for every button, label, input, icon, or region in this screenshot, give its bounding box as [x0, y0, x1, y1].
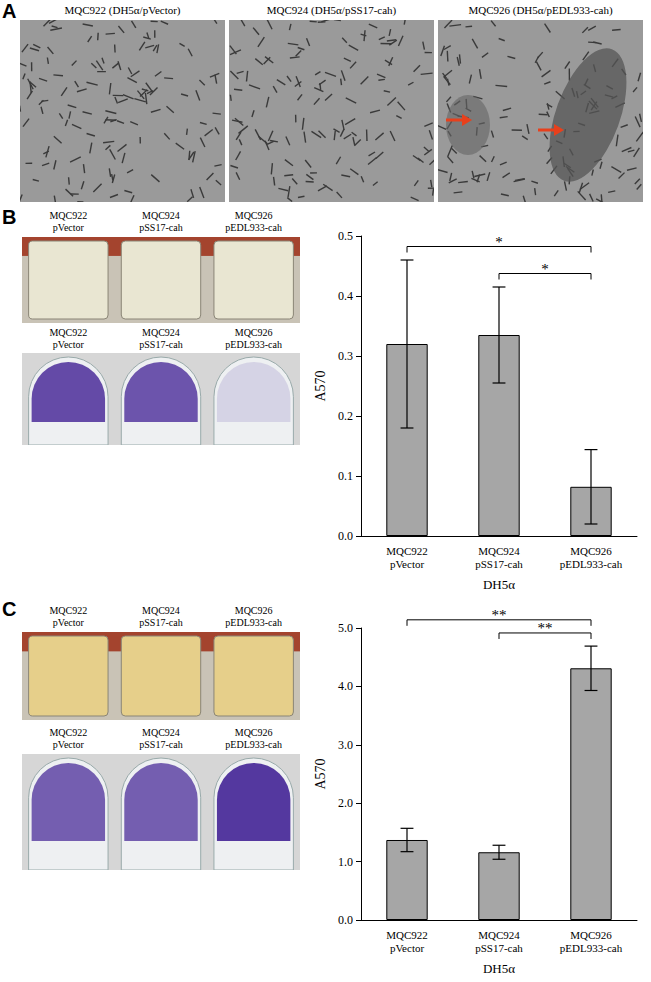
- svg-text:4.0: 4.0: [338, 679, 353, 693]
- svg-text:5.0: 5.0: [338, 621, 353, 635]
- svg-text:0.3: 0.3: [338, 349, 353, 363]
- svg-text:0.0: 0.0: [338, 913, 353, 927]
- svg-text:**: **: [492, 607, 507, 623]
- svg-text:0.0: 0.0: [338, 529, 353, 543]
- svg-text:pEDL933-cah: pEDL933-cah: [560, 942, 623, 954]
- html-text:MQC922 (DH5α/pVector): MQC922 (DH5α/pVector): [64, 4, 181, 16]
- svg-text:pEDL933-cah: pEDL933-cah: [560, 558, 623, 570]
- html-text:MQC924 pSS17-cah: MQC924 pSS17-cah: [139, 327, 183, 350]
- svg-text:0.4: 0.4: [338, 289, 353, 303]
- svg-text:pSS17-cah: pSS17-cah: [475, 558, 523, 570]
- svg-text:1.0: 1.0: [338, 855, 353, 869]
- html-text:A: A: [2, 0, 17, 22]
- html-text:MQC926 pEDL933-cah: MQC926 pEDL933-cah: [225, 327, 282, 350]
- svg-text:MQC924: MQC924: [478, 545, 520, 557]
- svg-text:pSS17-cah: pSS17-cah: [475, 942, 523, 954]
- html-text:MQC922 pVector: MQC922 pVector: [49, 727, 88, 750]
- html-text:MQC924 pSS17-cah: MQC924 pSS17-cah: [139, 210, 183, 233]
- html-text:B: B: [2, 206, 17, 228]
- svg-text:*: *: [541, 261, 549, 277]
- svg-text:DH5α: DH5α: [483, 961, 515, 976]
- svg-text:0.1: 0.1: [338, 469, 353, 483]
- html-text:MQC926 pEDL933-cah: MQC926 pEDL933-cah: [225, 210, 282, 233]
- html-text:MQC926 pEDL933-cah: MQC926 pEDL933-cah: [225, 605, 282, 628]
- svg-text:pVector: pVector: [390, 942, 425, 954]
- html-text:MQC924 pSS17-cah: MQC924 pSS17-cah: [139, 727, 183, 750]
- svg-text:2.0: 2.0: [338, 796, 353, 810]
- html-text:MQC926 (DH5α/pEDL933-cah): MQC926 (DH5α/pEDL933-cah): [468, 4, 613, 16]
- svg-text:MQC922: MQC922: [386, 929, 428, 941]
- html-text:C: C: [2, 598, 17, 620]
- svg-text:DH5α: DH5α: [483, 577, 515, 592]
- svg-text:*: *: [495, 234, 503, 250]
- svg-text:0.5: 0.5: [338, 229, 353, 243]
- svg-text:MQC926: MQC926: [570, 545, 612, 557]
- svg-text:MQC924: MQC924: [478, 929, 520, 941]
- svg-text:MQC926: MQC926: [570, 929, 612, 941]
- html-text:MQC924 (DH5α/pSS17-cah): MQC924 (DH5α/pSS17-cah): [266, 4, 397, 16]
- svg-text:3.0: 3.0: [338, 738, 353, 752]
- svg-text:pVector: pVector: [390, 558, 425, 570]
- html-text:MQC922 pVector: MQC922 pVector: [49, 210, 88, 233]
- html-text:MQC926 pEDL933-cah: MQC926 pEDL933-cah: [225, 727, 282, 750]
- html-text:MQC924 pSS17-cah: MQC924 pSS17-cah: [139, 605, 183, 628]
- svg-text:**: **: [538, 620, 553, 636]
- svg-text:MQC922: MQC922: [386, 545, 428, 557]
- svg-text:0.2: 0.2: [338, 409, 353, 423]
- html-text:MQC922 pVector: MQC922 pVector: [49, 327, 88, 350]
- svg-text:A570: A570: [313, 758, 328, 789]
- html-text:MQC922 pVector: MQC922 pVector: [49, 605, 88, 628]
- svg-text:A570: A570: [313, 370, 328, 401]
